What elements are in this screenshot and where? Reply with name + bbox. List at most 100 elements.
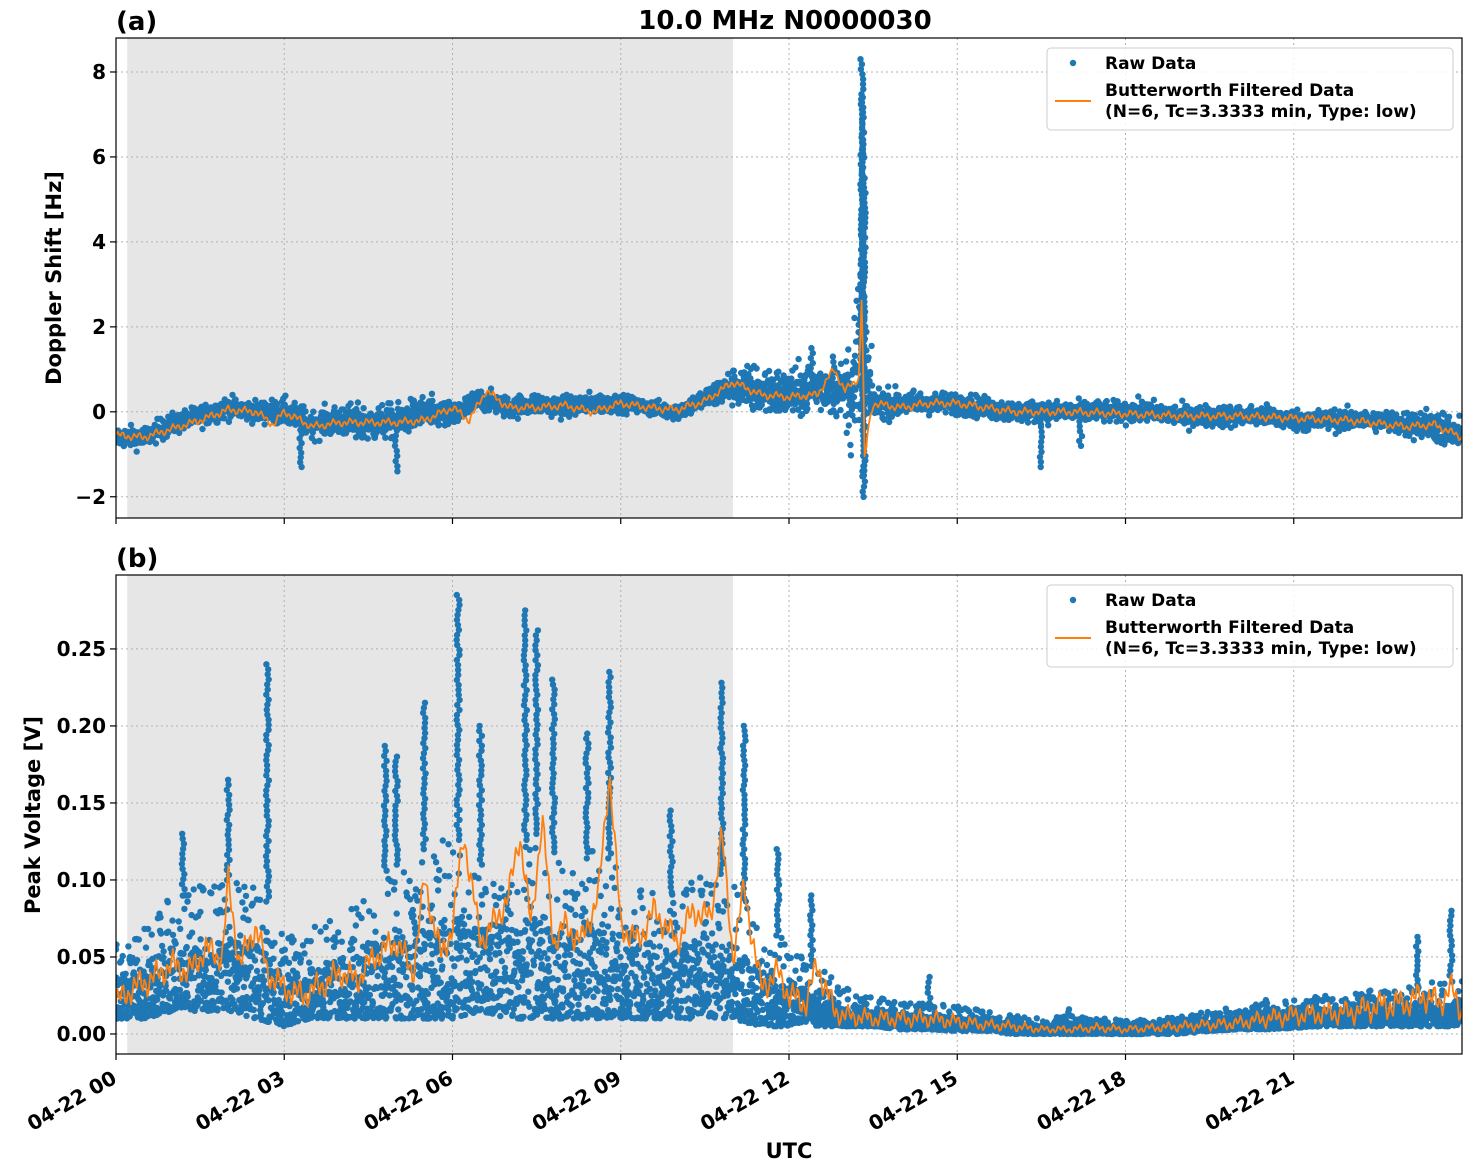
raw-data-point <box>802 373 809 380</box>
raw-data-point <box>127 421 135 429</box>
raw-data-point <box>729 402 736 409</box>
raw-data-point <box>1325 425 1332 433</box>
raw-data-point <box>514 415 522 422</box>
panel-a-label: (a) <box>116 7 157 37</box>
raw-data-point <box>875 385 883 392</box>
raw-data-point <box>354 399 362 406</box>
raw-data-point <box>762 370 769 377</box>
raw-data-point <box>794 406 802 413</box>
raw-data-point <box>261 421 268 428</box>
raw-data-point <box>845 346 852 353</box>
raw-data-point <box>1423 405 1430 413</box>
raw-data-point <box>843 358 850 365</box>
raw-data-point <box>851 352 859 359</box>
raw-data-point <box>1331 406 1338 413</box>
raw-data-point <box>1294 406 1301 413</box>
raw-data-point <box>1135 393 1142 400</box>
nighttime-shade <box>127 38 733 518</box>
raw-data-point <box>740 373 747 381</box>
raw-data-point <box>1445 413 1453 420</box>
raw-data-point <box>743 397 750 405</box>
raw-data-point <box>886 418 893 426</box>
raw-data-point <box>892 383 899 390</box>
raw-data-point <box>730 367 737 374</box>
raw-data-point <box>428 390 436 397</box>
raw-data-point <box>395 398 402 406</box>
raw-data-point <box>321 400 328 407</box>
raw-data-point <box>352 434 360 441</box>
raw-data-point <box>394 405 402 413</box>
raw-data-point <box>229 391 236 399</box>
raw-data-point <box>199 425 206 433</box>
panel-b-ylabel: Peak Voltage [V] <box>21 716 45 914</box>
raw-data-point <box>775 368 782 375</box>
raw-data-point <box>550 397 557 405</box>
raw-data-point <box>316 437 323 444</box>
raw-data-point <box>419 393 426 401</box>
raw-data-point <box>1053 397 1061 405</box>
raw-data-point <box>310 408 317 415</box>
raw-data-point <box>331 404 338 411</box>
raw-data-point <box>780 372 787 379</box>
raw-data-point <box>412 401 420 408</box>
raw-data-point <box>875 408 882 416</box>
raw-data-point <box>1114 398 1121 405</box>
raw-data-point <box>405 428 412 435</box>
raw-data-point <box>789 407 797 414</box>
raw-data-point <box>1106 417 1114 425</box>
raw-data-point <box>837 406 844 414</box>
raw-data-point <box>847 452 855 459</box>
raw-data-point <box>795 355 802 363</box>
raw-data-point <box>1456 412 1462 419</box>
panel-b-label: (b) <box>116 544 158 574</box>
raw-data-point <box>732 389 740 396</box>
raw-data-point <box>387 400 394 407</box>
figure-title: 10.0 MHz N0000030 <box>638 6 931 36</box>
raw-data-point <box>817 406 825 414</box>
raw-data-point <box>360 432 367 439</box>
raw-data-point <box>787 381 794 388</box>
raw-data-point <box>214 419 221 426</box>
raw-data-point <box>792 364 799 371</box>
raw-data-point <box>1248 402 1255 410</box>
panel-a-doppler-shift: (a) Doppler Shift [Hz] <box>42 7 157 385</box>
raw-data-point <box>847 441 854 449</box>
raw-data-point <box>444 420 452 428</box>
raw-data-point <box>284 417 292 424</box>
raw-data-point <box>586 388 593 395</box>
raw-data-point <box>1122 422 1130 429</box>
raw-data-point <box>1150 396 1158 403</box>
raw-data-point <box>347 400 354 407</box>
series-group <box>116 56 1462 500</box>
raw-data-point <box>942 409 949 416</box>
raw-data-point <box>655 396 662 404</box>
raw-data-point <box>133 448 140 455</box>
raw-data-point <box>967 391 975 398</box>
raw-data-point <box>885 383 892 390</box>
raw-data-point <box>754 378 761 385</box>
raw-data-point <box>851 314 858 322</box>
raw-data-point <box>758 401 765 408</box>
raw-data-point <box>1075 395 1083 402</box>
raw-data-point <box>379 401 386 409</box>
raw-data-point <box>1372 428 1380 435</box>
raw-data-point <box>382 434 389 441</box>
raw-data-point <box>753 365 760 372</box>
raw-data-point <box>1103 397 1110 405</box>
raw-data-point <box>360 405 367 412</box>
raw-data-point <box>436 421 443 428</box>
raw-data-point <box>623 411 630 418</box>
raw-data-point <box>1403 409 1411 416</box>
raw-data-point <box>225 418 233 425</box>
raw-data-point <box>152 440 160 447</box>
raw-data-point <box>302 408 309 415</box>
raw-data-point <box>372 430 379 437</box>
raw-data-point <box>282 392 289 399</box>
raw-data-point <box>784 402 791 409</box>
raw-data-point <box>910 387 917 394</box>
raw-data-point <box>252 396 259 404</box>
raw-data-point <box>1344 402 1351 409</box>
raw-data-point <box>837 360 845 367</box>
raw-data-point <box>1410 437 1418 444</box>
